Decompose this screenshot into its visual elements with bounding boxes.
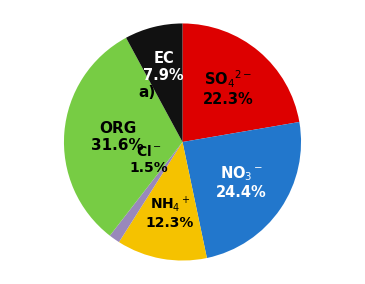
Wedge shape — [182, 24, 299, 142]
Wedge shape — [110, 142, 182, 242]
Text: NH$_4$$^+$
12.3%: NH$_4$$^+$ 12.3% — [146, 194, 194, 230]
Wedge shape — [126, 24, 182, 142]
Text: Cl$^-$
1.5%: Cl$^-$ 1.5% — [130, 145, 169, 175]
Text: NO$_3$$^-$
24.4%: NO$_3$$^-$ 24.4% — [216, 164, 267, 200]
Wedge shape — [119, 142, 207, 260]
Text: SO$_4$$^{2-}$
22.3%: SO$_4$$^{2-}$ 22.3% — [203, 68, 254, 107]
Text: ORG
31.6%: ORG 31.6% — [91, 121, 144, 153]
Text: a): a) — [138, 85, 155, 100]
Wedge shape — [182, 122, 301, 258]
Text: EC
7.9%: EC 7.9% — [143, 51, 184, 83]
Wedge shape — [64, 38, 182, 236]
